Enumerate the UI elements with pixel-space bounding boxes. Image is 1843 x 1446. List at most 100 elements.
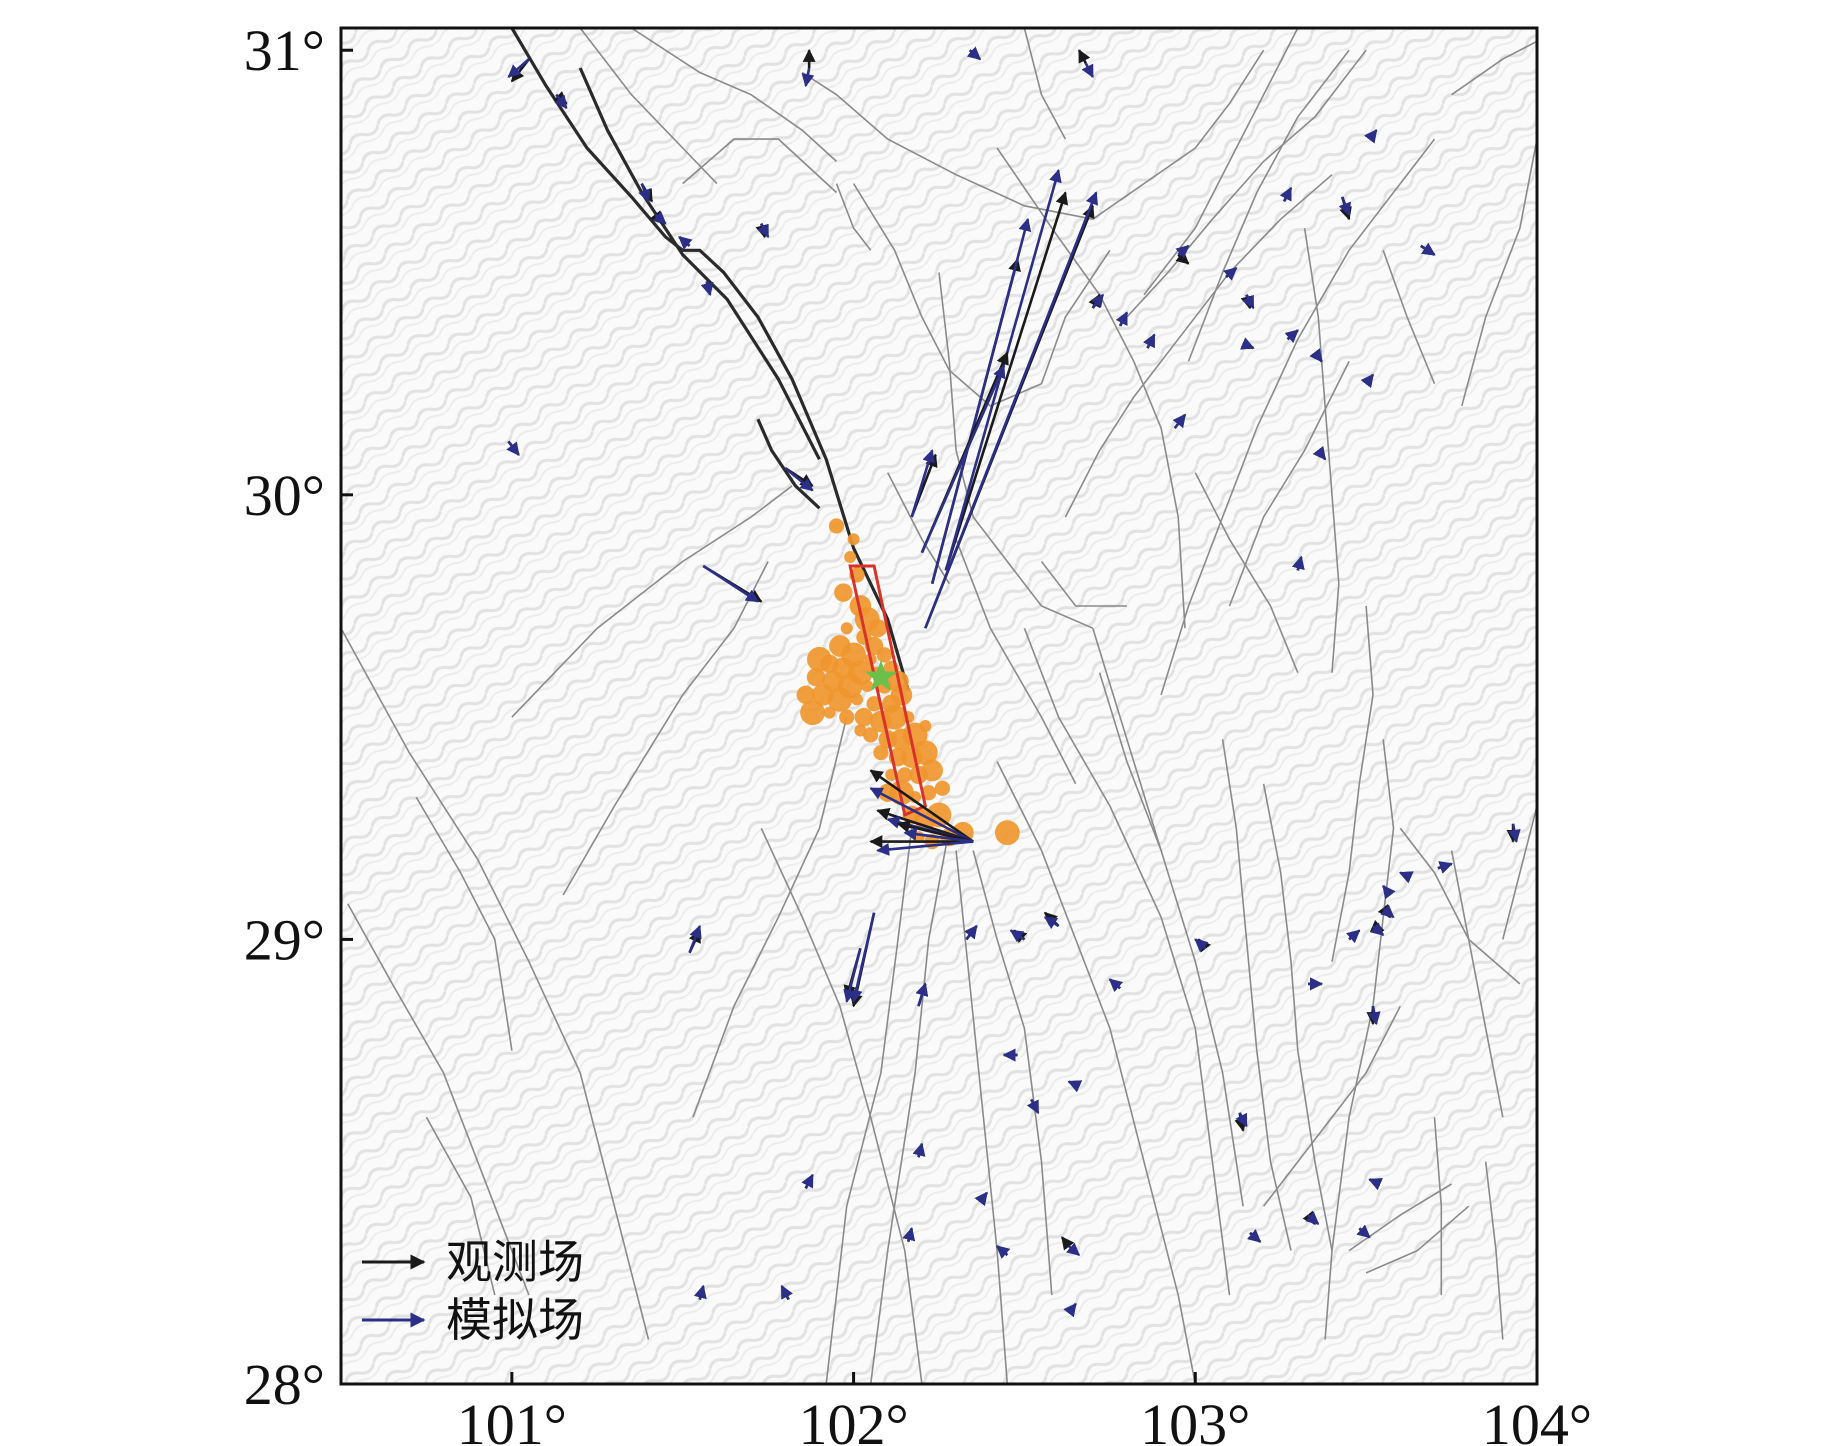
simulated-vector-arrow xyxy=(1115,311,1129,327)
simulated-vector-arrow xyxy=(1090,293,1105,309)
legend-simulated-label: 模拟场 xyxy=(446,1293,584,1347)
aftershock-dot xyxy=(873,745,889,761)
fault-line xyxy=(1228,361,1350,607)
fault-line xyxy=(1023,627,1231,1296)
aftershock-dot xyxy=(806,667,826,687)
simulated-vector-arrow xyxy=(1172,413,1187,429)
simulated-vector-arrow xyxy=(1279,186,1293,202)
simulated-vector-arrow xyxy=(678,235,693,250)
fault-line xyxy=(1160,138,1436,696)
simulated-vector-arrow xyxy=(1240,337,1255,350)
y-tick-label: 29° xyxy=(244,907,325,972)
simulated-vector-arrow xyxy=(1284,329,1299,343)
observed-vector-arrow xyxy=(869,769,974,843)
fault-line xyxy=(1365,1205,1470,1274)
simulated-vector-arrow xyxy=(1175,244,1190,259)
simulated-vector-arrow xyxy=(700,281,714,297)
simulated-vector-arrow xyxy=(702,564,759,603)
aftershock-dot xyxy=(921,785,937,801)
main-fault-line xyxy=(510,28,910,691)
simulated-vector-arrow xyxy=(652,211,667,225)
fault-line xyxy=(996,147,1186,629)
fault-line xyxy=(631,28,838,162)
fault-line xyxy=(562,561,769,896)
aftershock-dot xyxy=(861,679,874,692)
fault-line xyxy=(341,627,650,1340)
fault-line xyxy=(425,1116,496,1296)
simulated-vector-arrow xyxy=(915,982,929,1007)
y-tick-label: 28° xyxy=(244,1352,325,1417)
simulated-vector-arrow xyxy=(843,947,862,1003)
aftershock-dot xyxy=(834,583,853,602)
fault-line xyxy=(825,828,913,1384)
fault-line xyxy=(1262,783,1333,1251)
aftershock-dot xyxy=(919,720,932,733)
plot-border xyxy=(339,26,1539,1386)
fault-line xyxy=(1303,227,1340,673)
simulated-vector-arrow xyxy=(930,217,1032,585)
simulated-vector-arrow xyxy=(1338,196,1351,216)
simulated-vector-arrow xyxy=(784,467,814,492)
simulated-vector-arrow xyxy=(920,364,1006,554)
fault-line xyxy=(347,903,530,1296)
y-axis: 28° 29° 30° 31° xyxy=(244,18,353,1417)
main-fault-line xyxy=(578,67,821,461)
observed-vector-arrow xyxy=(896,820,974,843)
fault-line xyxy=(852,183,1111,407)
fault-line xyxy=(886,472,950,585)
simulated-vector-arrow xyxy=(757,223,770,239)
simulated-vector-arrow xyxy=(910,449,935,518)
aftershock-dot xyxy=(844,551,857,564)
fault-line xyxy=(1098,672,1162,851)
fault-line xyxy=(1040,561,1127,607)
fault-line xyxy=(1461,138,1537,407)
simulated-vector-arrow xyxy=(1223,267,1238,281)
simulated-vector-arrow xyxy=(1194,938,1209,952)
fault-line xyxy=(955,539,1077,785)
fault-line xyxy=(1433,1117,1443,1296)
aftershock-dot xyxy=(839,709,855,725)
simulated-vector-arrow xyxy=(1437,861,1453,874)
fault-line xyxy=(1187,49,1350,362)
fault-line xyxy=(938,272,1094,629)
fault-line xyxy=(1262,1005,1402,1207)
simulated-vector-arrow xyxy=(694,1284,707,1300)
legend-observed-label: 观测场 xyxy=(446,1235,584,1289)
aftershock-dot xyxy=(882,704,907,730)
simulated-vector-arrow xyxy=(1108,978,1123,992)
aftershock-dot xyxy=(823,706,836,719)
rupture-layer xyxy=(848,564,928,818)
simulated-vector-arrow xyxy=(506,440,520,456)
simulated-vector-arrow xyxy=(1360,373,1375,389)
fault-line xyxy=(511,485,793,718)
simulated-vector-arrow xyxy=(1364,129,1378,144)
fault-line xyxy=(1450,850,1504,1118)
main-faults-layer xyxy=(510,28,910,691)
simulated-vector-arrow xyxy=(1247,1229,1262,1243)
simulated-vector-arrow xyxy=(1380,904,1395,919)
y-tick-label: 31° xyxy=(244,18,325,83)
simulated-vector-arrow xyxy=(876,840,974,856)
fault-line xyxy=(1484,1161,1504,1340)
simulated-vector-arrow xyxy=(801,67,815,88)
simulated-vector-arrow xyxy=(688,924,702,954)
simulated-vector-arrow xyxy=(780,1285,793,1301)
simulated-vector-arrow xyxy=(1368,1178,1383,1191)
aftershock-dot xyxy=(854,707,874,727)
simulated-vector-arrow xyxy=(1507,823,1521,843)
simulated-vector-arrow xyxy=(1399,871,1414,884)
simulated-vector-arrow xyxy=(966,46,981,61)
simulated-vector-arrow xyxy=(1043,916,1060,930)
aftershock-dot xyxy=(994,820,1020,846)
fault-line xyxy=(1126,49,1367,318)
simulated-vector-arrow xyxy=(1356,1224,1371,1239)
fault-line xyxy=(1092,627,1244,1207)
simulated-vector-arrow xyxy=(554,93,568,110)
simulated-vector-arrow xyxy=(974,1191,988,1207)
simulated-vector-arrow xyxy=(912,1142,926,1158)
fault-line xyxy=(972,850,1053,1296)
aftershock-dot xyxy=(912,740,938,766)
simulated-vector-arrow xyxy=(996,1245,1011,1259)
observed-vector-arrow xyxy=(944,191,1069,571)
